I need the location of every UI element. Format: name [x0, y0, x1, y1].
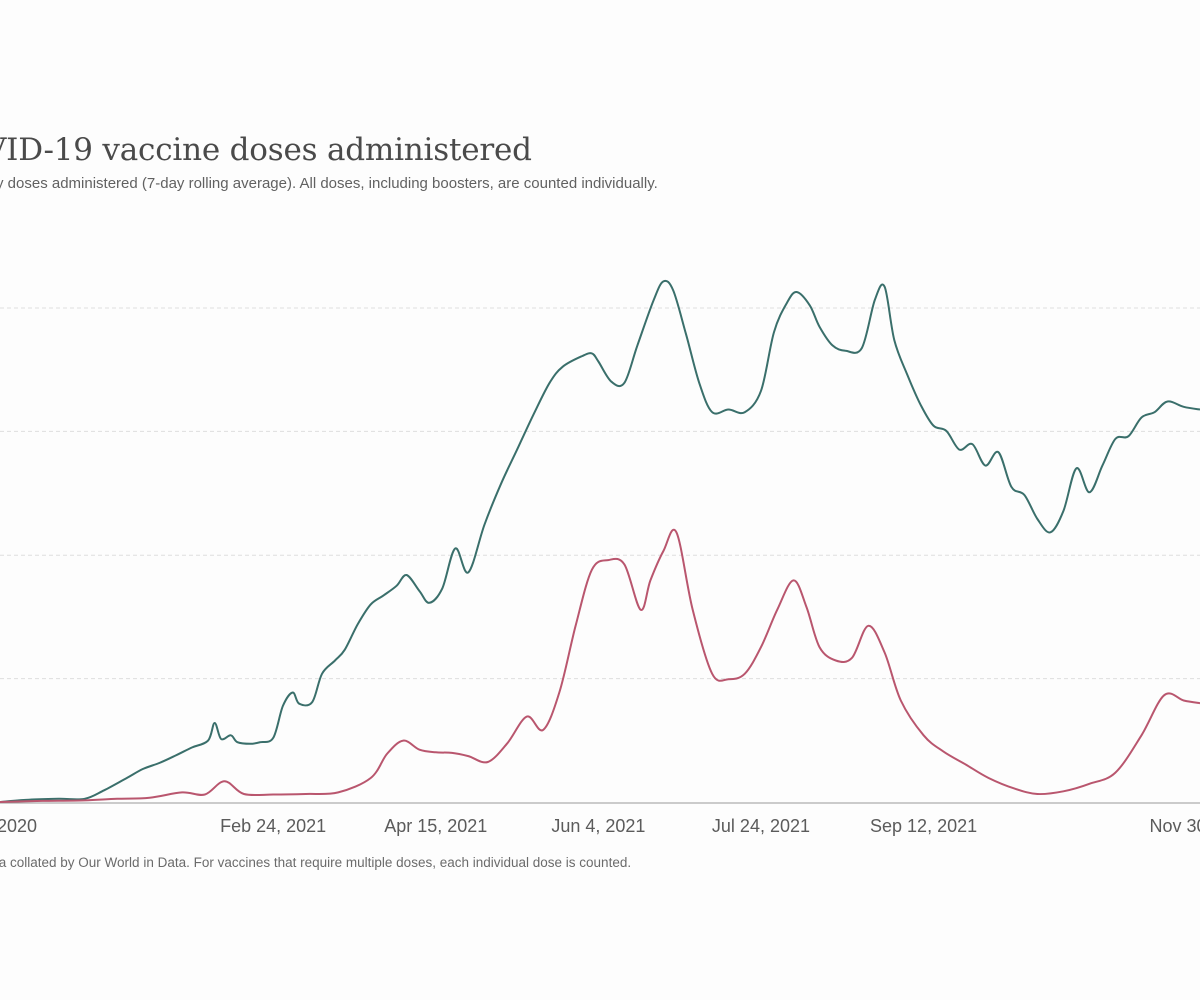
- chart-subtitle: y doses administered (7-day rolling aver…: [0, 175, 658, 192]
- series-line-1: [0, 528, 1200, 803]
- x-tick-label: Sep 12, 2021: [870, 816, 977, 836]
- x-tick-label: Feb 24, 2021: [220, 816, 326, 836]
- x-tick-label: Jul 24, 2021: [712, 816, 810, 836]
- gridlines: [0, 307, 1200, 680]
- x-tick-label: Apr 15, 2021: [384, 816, 487, 836]
- series-line-0: [0, 279, 1200, 803]
- x-axis: c 2, 2020 Feb 24, 2021 Apr 15, 2021 Jun 4, …: [0, 802, 1200, 836]
- series-lines: [0, 279, 1200, 803]
- source-note: ta collated by Our World in Data. For va…: [0, 855, 632, 870]
- x-tick-label: c 2, 2020: [0, 816, 37, 836]
- x-tick-label: Nov 30,: [1149, 816, 1200, 836]
- x-tick-label: Jun 4, 2021: [551, 816, 645, 836]
- chart-title: VID-19 vaccine doses administered: [0, 132, 532, 168]
